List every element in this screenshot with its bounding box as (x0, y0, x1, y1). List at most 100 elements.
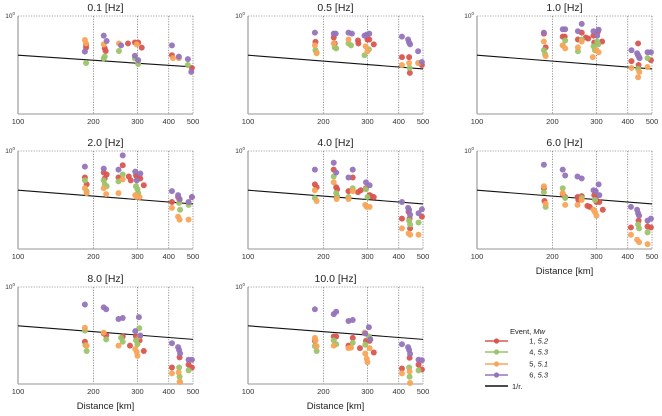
data-point (175, 53, 182, 60)
data-point (118, 42, 125, 49)
data-point (127, 177, 134, 184)
x-tick-label-400: 400 (162, 387, 175, 396)
data-point (418, 357, 425, 364)
y-tick-exp: 0 (471, 146, 474, 151)
data-point (593, 212, 600, 219)
data-point (134, 341, 141, 348)
data-point (562, 201, 569, 208)
legend-swatch-marker (493, 349, 500, 355)
data-point (418, 206, 425, 213)
data-point (349, 339, 356, 346)
y-tick-exp: 0 (12, 146, 15, 151)
data-point (188, 356, 195, 363)
data-point (184, 62, 191, 68)
data-point (313, 348, 320, 355)
data-point (366, 36, 373, 43)
data-point (330, 179, 337, 186)
data-point (398, 33, 405, 40)
data-point (415, 219, 422, 226)
data-point (407, 380, 414, 387)
x-tick-label-500: 500 (187, 252, 200, 261)
x-tick-label-500: 500 (417, 387, 430, 396)
data-point (140, 182, 147, 189)
data-point (398, 62, 405, 68)
panel-title: 2.0 [Hz] (87, 137, 123, 149)
y-tick-label: 100 (464, 11, 474, 20)
y-tick-label: 100 (5, 282, 15, 291)
y-tick-base: 10 (464, 13, 472, 20)
data-point (647, 49, 654, 56)
data-point (635, 40, 642, 47)
data-point (644, 241, 651, 248)
data-point (562, 37, 569, 44)
data-point (636, 225, 643, 232)
data-point (311, 42, 318, 49)
data-point (348, 344, 355, 351)
x-tick-label-500: 500 (187, 117, 200, 126)
line-1-over-r (476, 54, 653, 70)
y-tick-base: 10 (5, 13, 13, 20)
data-point (636, 68, 643, 75)
x-tick-label-200: 200 (317, 252, 330, 261)
data-point (415, 48, 422, 55)
data-point (100, 32, 107, 39)
legend-event-id: 4, (529, 348, 537, 357)
data-point (115, 342, 122, 349)
line-1-over-r (247, 325, 424, 340)
data-point (138, 44, 145, 51)
series-event-5 (311, 329, 414, 387)
data-point (540, 189, 547, 196)
data-point (636, 55, 643, 62)
data-point (574, 201, 581, 208)
data-point (312, 337, 319, 344)
data-point (134, 352, 141, 359)
y-tick-label: 100 (464, 146, 474, 155)
data-point (367, 336, 374, 343)
data-point (647, 215, 654, 222)
y-tick-base: 10 (235, 284, 243, 291)
data-point (345, 188, 352, 195)
y-tick-label: 100 (5, 146, 15, 155)
data-point (170, 55, 177, 62)
data-point (175, 369, 182, 376)
data-point (595, 181, 602, 188)
data-point (119, 152, 126, 159)
data-point (135, 314, 142, 321)
data-point (119, 176, 126, 183)
x-tick-label-400: 400 (621, 117, 634, 126)
legend: Event, Mw 1, 5.24, 5.35, 5.16, 5.3 1/r. (485, 327, 549, 391)
data-point (168, 340, 175, 347)
data-point (562, 26, 569, 33)
data-point (559, 166, 566, 173)
data-point (406, 206, 413, 213)
data-point (188, 194, 195, 201)
x-tick-label-200: 200 (317, 117, 330, 126)
x-tick-label-300: 300 (131, 387, 144, 396)
series-event-5 (81, 176, 192, 223)
panel-title: 1.0 [Hz] (546, 2, 582, 14)
data-point (540, 183, 547, 190)
data-point (311, 29, 318, 36)
x-tick-label-200: 200 (546, 252, 559, 261)
data-point (407, 231, 414, 238)
x-tick-label-100: 100 (471, 252, 484, 261)
legend-label: 1, 5.2 (529, 337, 549, 346)
legend-label: 6, 5.3 (529, 371, 549, 380)
x-tick-label-100: 100 (12, 252, 25, 261)
data-point (574, 28, 581, 35)
data-point (562, 195, 569, 202)
data-point (647, 224, 654, 231)
x-axis-title: Distance [km] (77, 401, 135, 412)
series-event-5 (81, 324, 184, 386)
data-point (406, 69, 413, 76)
data-point (81, 48, 88, 55)
data-point (345, 174, 352, 181)
x-tick-label-200: 200 (546, 117, 559, 126)
series-event-6 (81, 152, 195, 205)
data-point (628, 47, 635, 54)
data-point (126, 342, 133, 349)
x-tick-label-300: 300 (590, 117, 603, 126)
x-tick-label-100: 100 (242, 387, 255, 396)
data-point (398, 54, 405, 61)
